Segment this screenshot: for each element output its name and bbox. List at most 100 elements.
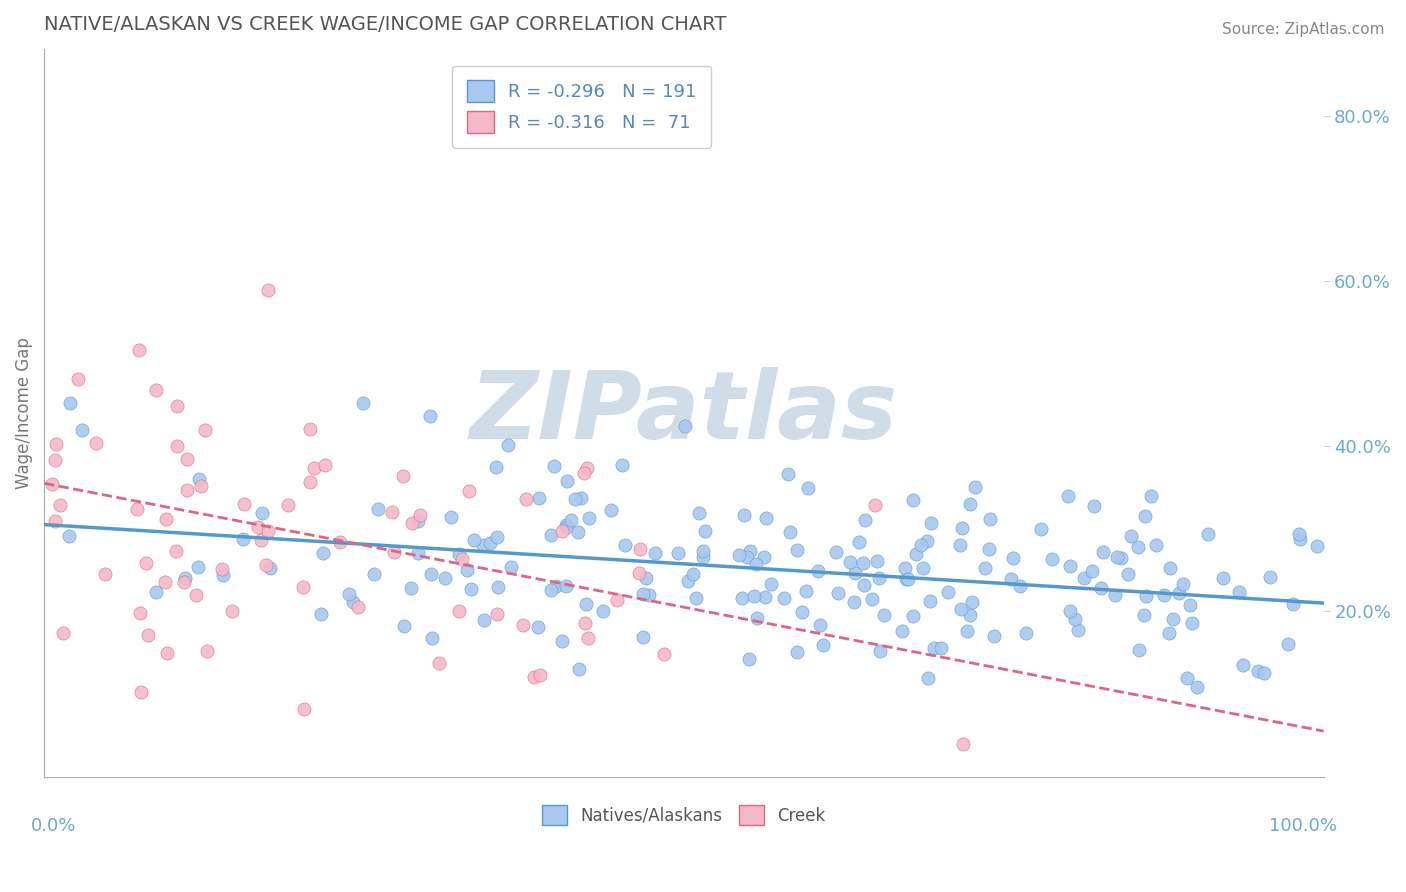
Point	[527, 620, 550, 634]
Point	[974, 561, 997, 575]
Point	[962, 595, 984, 609]
Point	[512, 617, 534, 632]
Point	[1083, 499, 1105, 513]
Point	[922, 640, 945, 655]
Point	[952, 521, 974, 535]
Point	[156, 646, 179, 660]
Point	[633, 587, 655, 601]
Point	[915, 533, 938, 548]
Point	[860, 591, 883, 606]
Point	[644, 546, 666, 560]
Point	[633, 630, 655, 644]
Point	[963, 480, 986, 494]
Point	[145, 383, 167, 397]
Point	[614, 538, 637, 552]
Point	[129, 606, 152, 620]
Point	[866, 554, 889, 568]
Point	[654, 647, 676, 661]
Point	[936, 585, 959, 599]
Point	[247, 520, 270, 534]
Point	[125, 501, 148, 516]
Point	[382, 545, 405, 559]
Point	[1121, 529, 1143, 543]
Point	[212, 567, 235, 582]
Legend: Natives/Alaskans, Creek: Natives/Alaskans, Creek	[534, 797, 834, 834]
Point	[747, 611, 769, 625]
Point	[560, 513, 582, 527]
Point	[1133, 608, 1156, 623]
Point	[977, 541, 1000, 556]
Point	[890, 624, 912, 639]
Point	[129, 685, 152, 699]
Point	[1232, 658, 1254, 673]
Point	[540, 528, 562, 542]
Point	[949, 602, 972, 616]
Point	[844, 566, 866, 580]
Point	[309, 607, 332, 621]
Point	[1212, 571, 1234, 585]
Point	[918, 594, 941, 608]
Point	[759, 577, 782, 591]
Point	[852, 556, 875, 570]
Point	[1289, 533, 1312, 547]
Point	[911, 561, 934, 575]
Point	[567, 524, 589, 539]
Point	[1042, 551, 1064, 566]
Point	[959, 497, 981, 511]
Point	[1000, 572, 1022, 586]
Point	[692, 549, 714, 564]
Point	[904, 547, 927, 561]
Point	[136, 627, 159, 641]
Point	[929, 641, 952, 656]
Point	[1288, 527, 1310, 541]
Point	[688, 506, 710, 520]
Point	[460, 582, 482, 596]
Point	[1144, 538, 1167, 552]
Point	[827, 586, 849, 600]
Point	[959, 607, 981, 622]
Text: ZIPatlas: ZIPatlas	[470, 367, 898, 459]
Point	[342, 594, 364, 608]
Point	[1057, 489, 1080, 503]
Point	[844, 595, 866, 609]
Point	[572, 466, 595, 480]
Point	[41, 477, 63, 491]
Point	[176, 452, 198, 467]
Point	[420, 567, 443, 582]
Point	[1177, 671, 1199, 685]
Point	[176, 483, 198, 497]
Point	[754, 550, 776, 565]
Point	[427, 656, 450, 670]
Point	[440, 509, 463, 524]
Point	[1001, 550, 1024, 565]
Point	[1109, 550, 1132, 565]
Point	[1015, 626, 1038, 640]
Point	[917, 671, 939, 685]
Point	[1116, 566, 1139, 581]
Y-axis label: Wage/Income Gap: Wage/Income Gap	[15, 337, 32, 489]
Point	[733, 508, 755, 522]
Point	[692, 544, 714, 558]
Point	[1064, 612, 1087, 626]
Point	[58, 529, 80, 543]
Point	[49, 498, 72, 512]
Point	[472, 613, 495, 627]
Point	[277, 498, 299, 512]
Point	[135, 556, 157, 570]
Point	[807, 564, 830, 578]
Point	[84, 436, 107, 450]
Point	[693, 524, 716, 538]
Point	[72, 423, 94, 437]
Point	[232, 497, 254, 511]
Point	[485, 530, 508, 544]
Point	[1185, 680, 1208, 694]
Point	[44, 514, 66, 528]
Point	[44, 453, 66, 467]
Point	[1139, 489, 1161, 503]
Point	[738, 652, 761, 666]
Point	[1161, 612, 1184, 626]
Point	[574, 615, 596, 630]
Point	[1135, 508, 1157, 523]
Point	[254, 558, 277, 572]
Point	[634, 571, 657, 585]
